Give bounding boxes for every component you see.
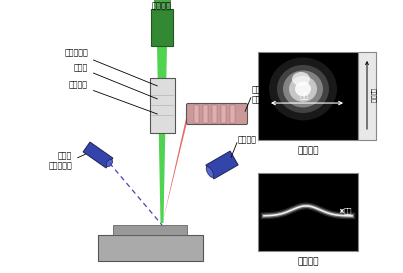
Bar bbox=[221, 105, 226, 123]
Text: 高度: 高度 bbox=[344, 207, 353, 214]
Polygon shape bbox=[206, 151, 238, 179]
Text: 前部相机: 前部相机 bbox=[297, 257, 319, 266]
Text: 宽度: 宽度 bbox=[299, 91, 309, 100]
Ellipse shape bbox=[295, 82, 311, 96]
Text: 高功率
激光: 高功率 激光 bbox=[252, 85, 266, 105]
Bar bbox=[258, 52, 358, 140]
Ellipse shape bbox=[277, 65, 329, 113]
Ellipse shape bbox=[292, 72, 310, 86]
Bar bbox=[230, 105, 235, 123]
Bar bbox=[258, 173, 358, 251]
Text: 低功率
激光二极管: 低功率 激光二极管 bbox=[48, 151, 72, 171]
FancyBboxPatch shape bbox=[151, 9, 173, 46]
Text: 前部相机: 前部相机 bbox=[238, 135, 257, 144]
Text: 顶部相机: 顶部相机 bbox=[297, 146, 319, 155]
Bar bbox=[203, 105, 208, 123]
Bar bbox=[154, 3, 170, 6]
Ellipse shape bbox=[269, 58, 337, 120]
Bar bbox=[358, 52, 376, 140]
Polygon shape bbox=[162, 109, 188, 225]
Text: 聚焦透镜: 聚焦透镜 bbox=[69, 81, 158, 114]
Ellipse shape bbox=[283, 70, 323, 108]
FancyBboxPatch shape bbox=[187, 103, 247, 124]
Ellipse shape bbox=[106, 159, 112, 167]
Bar bbox=[98, 235, 203, 261]
Bar bbox=[154, 0, 170, 2]
Text: 运动方向: 运动方向 bbox=[370, 88, 376, 103]
Polygon shape bbox=[157, 45, 167, 223]
Bar bbox=[212, 105, 217, 123]
Polygon shape bbox=[83, 142, 113, 168]
Bar bbox=[113, 225, 187, 235]
Text: 分色镜: 分色镜 bbox=[74, 64, 158, 99]
Ellipse shape bbox=[206, 167, 214, 177]
Bar bbox=[194, 105, 199, 123]
Bar bbox=[154, 7, 170, 10]
Text: 反射可见光: 反射可见光 bbox=[64, 49, 158, 86]
Ellipse shape bbox=[289, 76, 317, 102]
Text: 顶部相机: 顶部相机 bbox=[152, 1, 172, 10]
FancyBboxPatch shape bbox=[150, 78, 174, 132]
